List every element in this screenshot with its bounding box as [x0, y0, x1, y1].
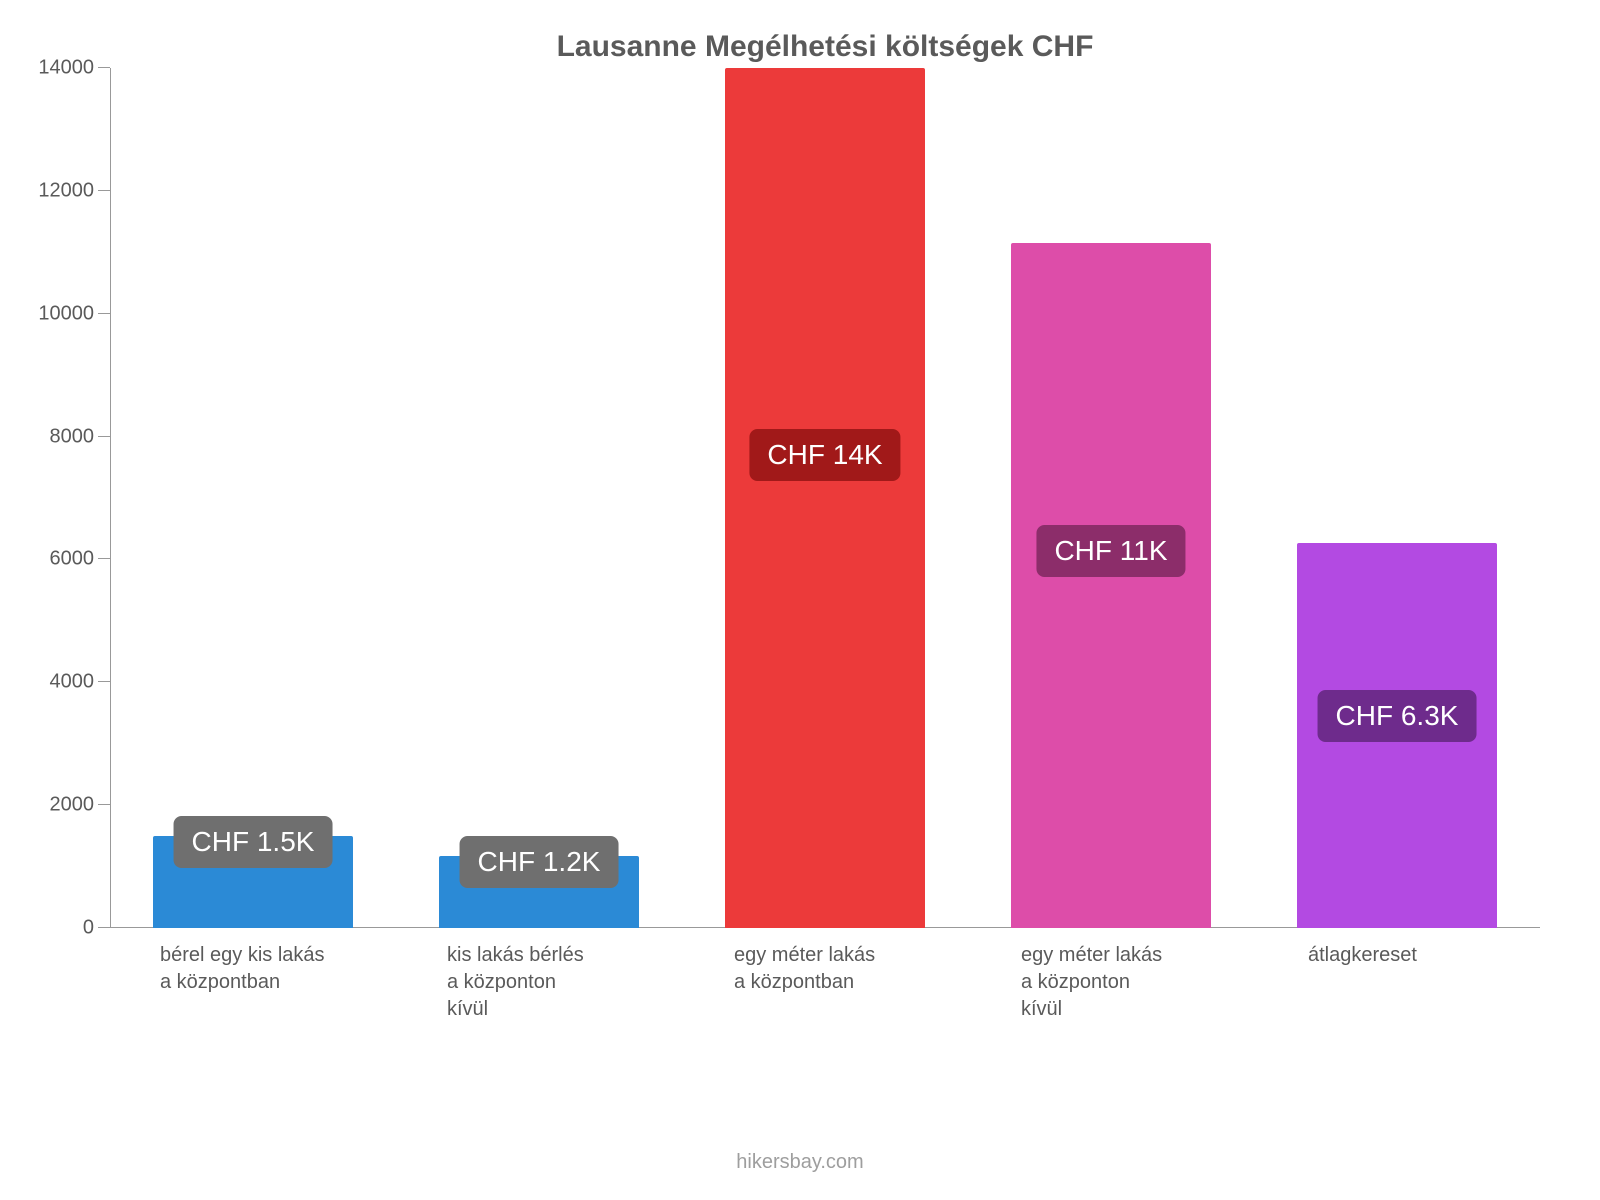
plot-area: 02000400060008000100001200014000 CHF 1.5… [110, 68, 1540, 928]
value-badge: CHF 11K [1036, 525, 1185, 577]
y-tick-label: 10000 [38, 302, 94, 325]
y-tick [98, 558, 110, 559]
bar-slot: CHF 11K [968, 68, 1254, 928]
source-attribution: hikersbay.com [0, 1151, 1600, 1174]
bar [1011, 243, 1211, 928]
y-tick [98, 190, 110, 191]
y-tick [98, 67, 110, 68]
bar-slot: CHF 14K [682, 68, 968, 928]
bar [725, 68, 925, 928]
bars: CHF 1.5K CHF 1.2K CHF 14K CHF 11K CHF 6.3K [110, 68, 1540, 928]
bar-slot: CHF 1.5K [110, 68, 396, 928]
value-badge: CHF 6.3K [1318, 690, 1477, 742]
x-tick-label: egy méter lakás a központban [679, 928, 966, 1023]
y-tick-label: 12000 [38, 179, 94, 202]
chart-container: Lausanne Megélhetési költségek CHF 02000… [0, 0, 1600, 1200]
value-badge: CHF 1.2K [460, 836, 619, 888]
x-tick-label: egy méter lakás a központon kívül [966, 928, 1253, 1023]
chart-title: Lausanne Megélhetési költségek CHF [110, 30, 1540, 64]
bar-slot: CHF 6.3K [1254, 68, 1540, 928]
y-tick [98, 681, 110, 682]
y-tick-label: 6000 [50, 548, 95, 571]
x-labels: bérel egy kis lakás a központbankis laká… [110, 928, 1540, 1023]
y-tick-label: 0 [83, 917, 94, 940]
y-tick [98, 927, 110, 928]
y-tick [98, 436, 110, 437]
y-tick [98, 313, 110, 314]
x-tick-label: átlagkereset [1253, 928, 1540, 1023]
y-tick-label: 2000 [50, 794, 95, 817]
y-tick-label: 8000 [50, 425, 95, 448]
x-tick-label: kis lakás bérlés a központon kívül [392, 928, 679, 1023]
y-tick [98, 804, 110, 805]
x-tick-label: bérel egy kis lakás a központban [110, 928, 392, 1023]
value-badge: CHF 14K [749, 429, 900, 481]
bar-slot: CHF 1.2K [396, 68, 682, 928]
y-tick-label: 4000 [50, 671, 95, 694]
y-tick-label: 14000 [38, 57, 94, 80]
value-badge: CHF 1.5K [174, 816, 333, 868]
